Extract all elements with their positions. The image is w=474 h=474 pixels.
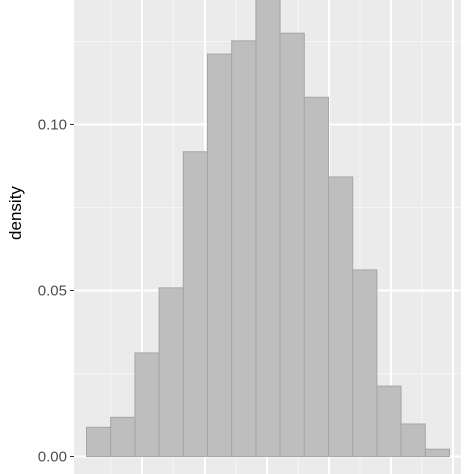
histogram-bar (255, 0, 281, 458)
histogram-bar (134, 352, 160, 457)
histogram-bar (424, 448, 450, 458)
histogram-bar (400, 423, 426, 457)
histogram-bar (86, 426, 112, 457)
histogram-bar (279, 32, 305, 457)
y-tick-label: 0.10 (38, 117, 67, 134)
histogram-bar (207, 53, 233, 458)
y-axis-title: density (6, 186, 25, 240)
histogram-bar (376, 385, 402, 457)
histogram-bars (86, 0, 450, 458)
y-tick-label: 0.00 (38, 449, 67, 466)
histogram-bar (352, 269, 378, 457)
y-axis: 0.00 0.05 0.10 (38, 117, 74, 466)
histogram-bar (110, 416, 136, 458)
histogram-bar (158, 287, 184, 457)
histogram-bar (303, 96, 329, 457)
histogram-bar (328, 176, 354, 457)
y-tick-label: 0.05 (38, 283, 67, 300)
histogram-bar (231, 40, 257, 457)
histogram-bar (182, 151, 209, 457)
